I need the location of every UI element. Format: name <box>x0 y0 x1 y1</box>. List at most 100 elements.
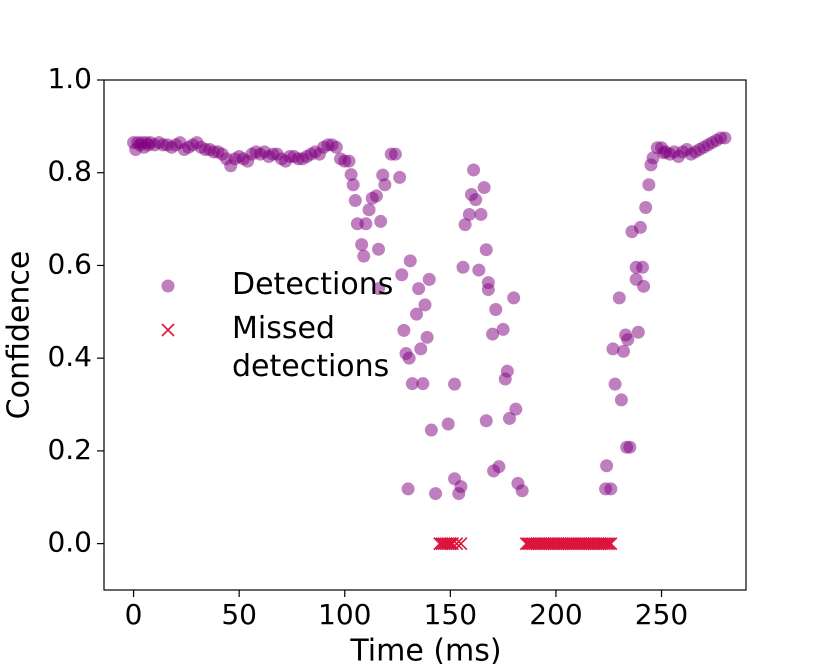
point <box>456 260 470 274</box>
point <box>631 325 645 339</box>
point <box>450 537 464 551</box>
point <box>718 131 732 145</box>
point <box>418 298 432 312</box>
point <box>600 459 614 473</box>
point <box>642 178 656 192</box>
point <box>342 154 356 168</box>
point <box>639 201 653 214</box>
point <box>515 484 529 498</box>
plot-frame <box>103 79 747 591</box>
y-tick-label: 0.2 <box>47 433 92 466</box>
point <box>346 178 360 192</box>
legend-label: Detections <box>232 267 394 302</box>
point <box>472 263 486 277</box>
y-tick-label: 0.8 <box>47 155 92 188</box>
point <box>621 333 635 347</box>
y-tick-label: 1.0 <box>47 62 92 95</box>
point <box>161 279 175 293</box>
point <box>600 537 614 551</box>
point <box>416 377 430 391</box>
point <box>441 417 455 431</box>
point <box>617 344 631 358</box>
point <box>429 487 443 501</box>
point <box>633 220 647 234</box>
point <box>602 537 616 551</box>
point <box>467 163 481 177</box>
x-tick-label: 150 <box>424 598 477 631</box>
point <box>636 260 650 274</box>
legend-label: Missed detections <box>232 311 390 384</box>
point <box>502 411 516 425</box>
point <box>458 218 472 232</box>
point <box>443 537 457 551</box>
y-tick-label: 0.0 <box>47 526 92 559</box>
point <box>604 482 618 496</box>
point <box>477 181 491 195</box>
point <box>388 147 402 161</box>
point <box>369 189 383 203</box>
point <box>374 214 388 228</box>
point <box>402 351 416 365</box>
point <box>401 482 415 496</box>
point <box>448 377 462 391</box>
point <box>412 282 426 296</box>
point <box>376 168 390 182</box>
point <box>474 207 488 221</box>
point <box>359 217 373 231</box>
point <box>462 207 476 221</box>
point <box>372 242 386 256</box>
point <box>454 537 468 551</box>
point <box>604 537 618 551</box>
point <box>509 402 523 416</box>
point <box>500 364 514 378</box>
point <box>479 414 493 428</box>
x-tick-label: 200 <box>529 598 582 631</box>
point <box>329 140 343 154</box>
legend-marker <box>161 323 175 337</box>
point <box>479 243 493 257</box>
legend-marker <box>161 279 175 293</box>
y-axis-label: Confidence <box>2 251 37 420</box>
point <box>410 307 424 321</box>
point <box>422 272 436 286</box>
x-tick-label: 50 <box>221 598 257 631</box>
point <box>612 291 626 305</box>
y-tick-label: 0.6 <box>47 247 92 280</box>
point <box>424 423 438 437</box>
point <box>637 279 651 293</box>
point <box>395 268 409 282</box>
point <box>481 283 495 297</box>
point <box>608 377 622 391</box>
point <box>414 342 428 356</box>
point <box>597 537 612 551</box>
point <box>397 323 411 337</box>
point <box>378 178 392 192</box>
x-axis-label: Time (ms) <box>349 634 501 664</box>
x-tick-label: 0 <box>125 598 143 631</box>
legend-entry: Detections <box>150 266 393 304</box>
point <box>646 151 660 165</box>
point <box>606 342 620 356</box>
point <box>623 440 637 454</box>
point <box>161 323 175 337</box>
x-tick-label: 100 <box>318 598 371 631</box>
point <box>357 249 371 263</box>
point <box>454 480 468 494</box>
point <box>439 537 453 551</box>
x-tick-label: 250 <box>635 598 688 631</box>
point <box>469 193 483 207</box>
point <box>507 291 521 305</box>
point <box>496 322 510 336</box>
point <box>492 460 506 474</box>
point <box>489 303 503 316</box>
point <box>403 254 417 268</box>
point <box>355 238 369 252</box>
point <box>393 170 407 184</box>
y-tick-label: 0.4 <box>47 340 92 373</box>
point <box>486 327 500 341</box>
point <box>344 168 358 182</box>
legend-entry: Missed detections <box>150 310 393 386</box>
point <box>405 377 419 391</box>
